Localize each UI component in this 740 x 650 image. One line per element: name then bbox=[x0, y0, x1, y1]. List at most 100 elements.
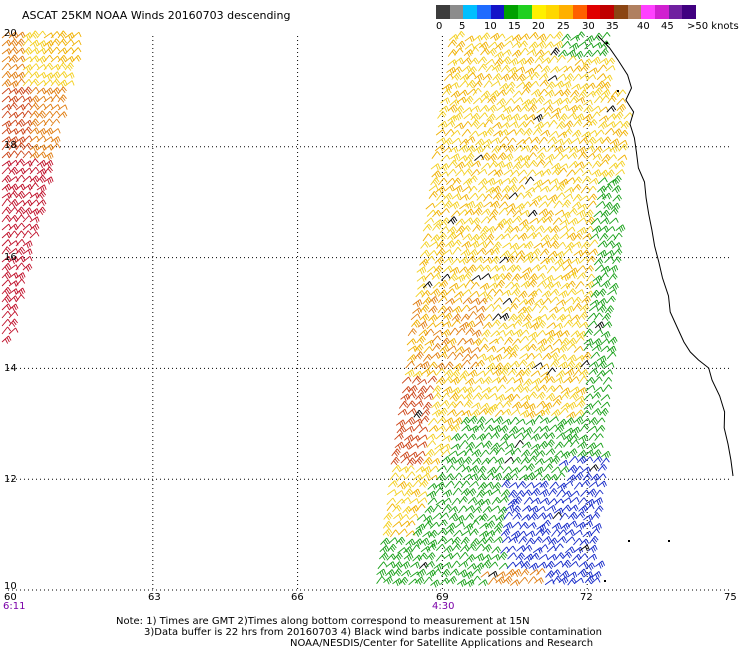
wind-barb bbox=[50, 110, 61, 119]
wind-barb bbox=[617, 154, 628, 161]
wind-barb bbox=[532, 231, 543, 240]
wind-barb bbox=[8, 142, 18, 151]
wind-barb bbox=[433, 562, 444, 571]
wind-barb bbox=[587, 185, 597, 194]
wind-barb bbox=[501, 362, 512, 371]
wind-barb bbox=[441, 88, 452, 96]
wind-barb bbox=[543, 99, 553, 106]
wind-barb bbox=[455, 31, 465, 39]
wind-barb bbox=[511, 104, 522, 112]
wind-barb bbox=[558, 290, 569, 299]
wind-barb bbox=[43, 176, 54, 185]
wind-barb bbox=[487, 393, 498, 400]
wind-barb bbox=[520, 209, 530, 217]
wind-barb bbox=[388, 480, 398, 488]
wind-barb bbox=[464, 386, 474, 395]
wind-barb bbox=[480, 90, 491, 99]
wind-barb bbox=[552, 338, 563, 346]
wind-barb bbox=[579, 544, 590, 552]
wind-barb bbox=[534, 458, 545, 466]
wind-barb bbox=[502, 297, 513, 305]
wind-barb bbox=[15, 278, 26, 287]
wind-barb bbox=[43, 127, 54, 136]
wind-barb bbox=[493, 289, 504, 297]
wind-barb bbox=[475, 313, 485, 322]
wind-barb bbox=[565, 360, 576, 369]
wind-barb bbox=[545, 448, 556, 456]
wind-barb bbox=[422, 531, 432, 538]
wind-barb bbox=[529, 199, 539, 208]
wind-barb bbox=[499, 82, 509, 92]
wind-barb bbox=[451, 72, 462, 81]
wind-barb bbox=[495, 279, 506, 289]
wind-barb bbox=[453, 112, 464, 121]
wind-barb bbox=[576, 146, 587, 155]
wind-barb bbox=[426, 543, 437, 552]
wind-barb bbox=[564, 296, 575, 304]
wind-barb bbox=[536, 400, 546, 408]
wind-barb bbox=[500, 528, 511, 537]
wind-barb bbox=[470, 169, 481, 177]
colorbar-swatch bbox=[682, 5, 697, 19]
lon-label-72: 72 bbox=[580, 592, 593, 603]
wind-barb bbox=[601, 32, 611, 40]
wind-barb bbox=[425, 449, 435, 458]
wind-barb bbox=[437, 536, 448, 545]
wind-barb bbox=[442, 386, 453, 395]
wind-barb bbox=[36, 95, 47, 103]
wind-barb bbox=[506, 561, 517, 570]
wind-barb bbox=[529, 322, 540, 331]
wind-barb bbox=[451, 560, 461, 569]
wind-barb bbox=[519, 329, 530, 337]
wind-barb bbox=[544, 33, 554, 42]
wind-barb bbox=[436, 241, 446, 250]
wind-barb bbox=[546, 313, 557, 321]
wind-barb bbox=[443, 73, 454, 82]
wind-barb bbox=[493, 521, 504, 531]
wind-barb bbox=[511, 287, 521, 297]
wind-barb bbox=[455, 225, 466, 234]
wind-barb bbox=[1, 310, 12, 319]
wind-barb bbox=[459, 440, 469, 448]
wind-barb bbox=[548, 119, 558, 128]
wind-barb bbox=[541, 528, 551, 537]
wind-barb bbox=[406, 457, 417, 466]
wind-barb bbox=[394, 433, 404, 440]
wind-barb bbox=[541, 290, 552, 299]
wind-barb bbox=[560, 211, 571, 220]
wind-barb bbox=[558, 459, 569, 467]
wind-barb bbox=[598, 57, 609, 65]
wind-barb bbox=[599, 233, 609, 241]
wind-barb bbox=[439, 105, 450, 113]
wind-barb bbox=[437, 351, 448, 359]
wind-barb bbox=[538, 194, 549, 202]
wind-barb bbox=[424, 217, 434, 225]
wind-barb bbox=[495, 576, 506, 585]
wind-barb bbox=[534, 121, 545, 130]
wind-barb bbox=[574, 577, 584, 584]
wind-barb bbox=[491, 497, 501, 505]
wind-barb bbox=[523, 378, 533, 387]
wind-barb bbox=[407, 328, 417, 337]
wind-barb bbox=[551, 522, 562, 531]
wind-barb bbox=[463, 392, 474, 401]
wind-barb bbox=[410, 488, 421, 497]
wind-barb bbox=[491, 145, 501, 154]
wind-barb bbox=[600, 280, 611, 289]
wind-barb bbox=[487, 466, 497, 476]
wind-barb bbox=[591, 105, 601, 112]
wind-barb bbox=[29, 151, 40, 160]
wind-barb bbox=[563, 128, 573, 136]
wind-barb bbox=[497, 152, 507, 161]
wind-barb bbox=[491, 377, 502, 384]
wind-barb bbox=[474, 498, 485, 508]
wind-barb bbox=[563, 193, 574, 200]
wind-barb bbox=[537, 146, 547, 154]
wind-barb bbox=[544, 335, 555, 344]
wind-barb bbox=[532, 352, 543, 360]
wind-barb bbox=[456, 283, 467, 290]
wind-barb bbox=[607, 336, 618, 345]
wind-barb bbox=[458, 560, 469, 568]
wind-barb bbox=[498, 201, 509, 209]
wind-barb bbox=[536, 329, 546, 338]
